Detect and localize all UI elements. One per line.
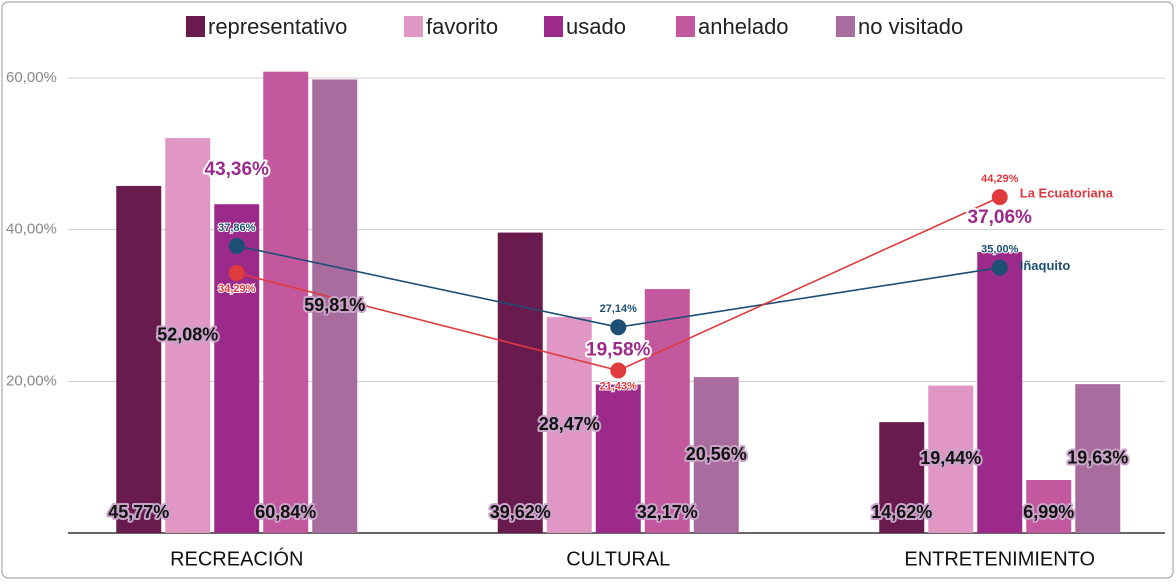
line-value-label: 34,29%: [218, 283, 256, 295]
data-label: 43,36%: [205, 159, 270, 180]
data-label: 19,63%: [1067, 447, 1128, 467]
legend-swatch: [676, 16, 695, 37]
legend-label: favorito: [426, 14, 498, 39]
bar: [1075, 384, 1121, 533]
data-label: 32,17%: [637, 502, 698, 522]
line-point: [610, 319, 627, 336]
line-point: [991, 189, 1008, 206]
bar: [116, 185, 162, 533]
line-point: [610, 362, 627, 379]
x-tick-label: ENTRETENIMIENTO: [904, 548, 1095, 570]
x-tick-label: RECREACIÓN: [170, 547, 303, 570]
legend-swatch: [186, 16, 205, 37]
legend-swatch: [836, 16, 855, 37]
data-label: 37,06%: [968, 207, 1033, 228]
bar: [497, 232, 543, 534]
bar: [595, 384, 641, 533]
data-label: 52,08%: [157, 324, 218, 344]
x-tick-label: CULTURAL: [566, 548, 670, 570]
bar: [644, 289, 690, 533]
data-label: 45,77%: [108, 502, 169, 522]
bar: [879, 422, 925, 533]
bar: [165, 138, 211, 533]
data-label: 19,58%: [586, 340, 651, 361]
data-label: 28,47%: [539, 414, 600, 434]
data-label: 14,62%: [871, 502, 932, 522]
line-name: La Ecuatoriana: [1020, 186, 1114, 201]
legend-label: anhelado: [698, 14, 789, 39]
bar: [928, 385, 974, 533]
line-value-label: 21,43%: [600, 380, 638, 392]
bar: [312, 79, 358, 534]
data-label: 39,62%: [490, 502, 551, 522]
line-name: Iñaquito: [1020, 258, 1071, 273]
line-point: [228, 264, 245, 281]
bar: [693, 377, 739, 533]
legend-label: representativo: [208, 14, 347, 39]
bar: [546, 317, 592, 533]
bar: [1026, 479, 1072, 533]
legend-swatch: [404, 16, 423, 37]
bar: [263, 71, 309, 534]
bar: [214, 204, 260, 534]
legend-label: no visitado: [858, 14, 963, 39]
line-value-label: 35,00%: [981, 244, 1019, 256]
line-value-label: 44,29%: [981, 173, 1019, 185]
data-label: 59,81%: [304, 295, 365, 315]
line-value-label: 27,14%: [600, 303, 638, 315]
legend-swatch: [544, 16, 563, 37]
legend-label: usado: [566, 14, 626, 39]
data-label: 60,84%: [255, 502, 316, 522]
data-label: 19,44%: [920, 448, 981, 468]
line-value-label: 37,86%: [218, 222, 256, 234]
line-point: [991, 259, 1008, 276]
line-point: [228, 237, 245, 254]
y-tick-label: 20,00%: [6, 372, 57, 389]
data-label: 20,56%: [686, 444, 747, 464]
data-label: 6,99%: [1023, 502, 1074, 522]
y-tick-label: 60,00%: [6, 69, 57, 86]
bar: [977, 251, 1023, 534]
y-tick-label: 40,00%: [6, 221, 57, 238]
